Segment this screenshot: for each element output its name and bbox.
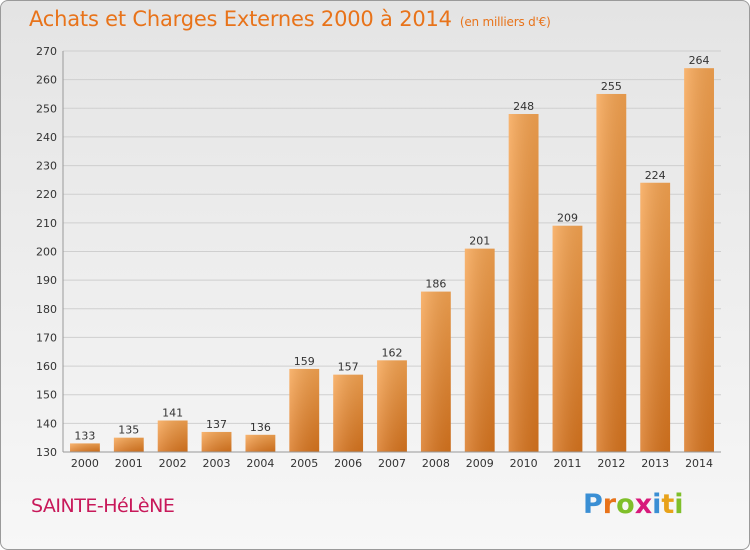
bar-shade: [377, 360, 407, 452]
x-tick-label: 2006: [334, 457, 362, 470]
data-label: 186: [425, 278, 446, 291]
bar-shade: [420, 291, 451, 452]
bar-shade: [596, 93, 627, 452]
bar-shade: [157, 420, 188, 452]
x-tick-label: 2001: [115, 457, 143, 470]
bar-shade: [552, 225, 583, 452]
bar-shade: [333, 374, 364, 452]
commune-name: SAINTE-HéLèNE: [31, 495, 175, 517]
x-tick-label: 2007: [378, 457, 406, 470]
x-tick-label: 2008: [422, 457, 450, 470]
bar-shade: [113, 437, 144, 452]
x-tick-label: 2011: [553, 457, 581, 470]
y-tick-label: 250: [36, 102, 57, 115]
data-label: 135: [118, 424, 139, 437]
x-tick-label: 2013: [641, 457, 669, 470]
bar-shade: [289, 368, 320, 452]
data-label: 159: [294, 355, 315, 368]
y-tick-label: 160: [36, 360, 57, 373]
data-label: 137: [206, 418, 227, 431]
bars: 133 135 141 137 136 159 157 162 186 201 248 209 255 2…: [70, 54, 714, 452]
x-tick-label: 2009: [466, 457, 494, 470]
x-axis: 2000 2001 2002 2003 2004 2005 2006 2007 2008 2009…: [63, 451, 721, 470]
x-tick-label: 2004: [246, 457, 274, 470]
y-tick-label: 130: [36, 446, 57, 459]
y-tick-label: 150: [36, 389, 57, 402]
bar-shade: [70, 443, 100, 452]
y-tick-label: 230: [36, 160, 57, 173]
y-tick-label: 190: [36, 274, 57, 287]
y-tick-label: 140: [36, 417, 57, 430]
bar-shade: [201, 431, 232, 452]
data-label: 209: [557, 212, 578, 225]
x-tick-label: 2014: [685, 457, 713, 470]
bar-shade: [684, 68, 714, 452]
bar-shade: [245, 434, 276, 452]
data-label: 157: [338, 361, 359, 374]
data-label: 133: [74, 429, 95, 442]
data-label: 136: [250, 421, 271, 434]
data-label: 224: [645, 169, 666, 182]
x-tick-label: 2002: [159, 457, 187, 470]
chart-title-text: Achats et Charges Externes 2000 à 2014: [29, 7, 452, 31]
y-tick-label: 200: [36, 246, 57, 259]
data-label: 264: [689, 54, 710, 67]
data-label: 255: [601, 80, 622, 93]
y-tick-label: 170: [36, 331, 57, 344]
bar-shade: [508, 114, 539, 452]
proxiti-logo[interactable]: Proxiti: [583, 489, 684, 520]
x-tick-label: 2005: [290, 457, 318, 470]
data-label: 162: [382, 346, 403, 359]
bar-shade: [464, 248, 495, 452]
x-tick-label: 2010: [510, 457, 538, 470]
x-tick-label: 2000: [71, 457, 99, 470]
y-axis: 130 140 150 160 170 180 190 200 210 220 230 240 250 2…: [36, 45, 64, 459]
y-tick-label: 270: [36, 45, 57, 58]
y-tick-label: 220: [36, 188, 57, 201]
y-tick-label: 210: [36, 217, 57, 230]
data-label: 201: [469, 235, 490, 248]
data-label: 141: [162, 406, 183, 419]
y-tick-label: 260: [36, 74, 57, 87]
chart-title: Achats et Charges Externes 2000 à 2014 (e…: [29, 7, 551, 31]
chart-subtitle: (en milliers d'€): [459, 15, 551, 29]
x-tick-label: 2012: [597, 457, 625, 470]
y-tick-label: 240: [36, 131, 57, 144]
y-tick-label: 180: [36, 303, 57, 316]
x-tick-label: 2003: [203, 457, 231, 470]
data-label: 248: [513, 100, 534, 113]
bar-shade: [640, 182, 671, 452]
